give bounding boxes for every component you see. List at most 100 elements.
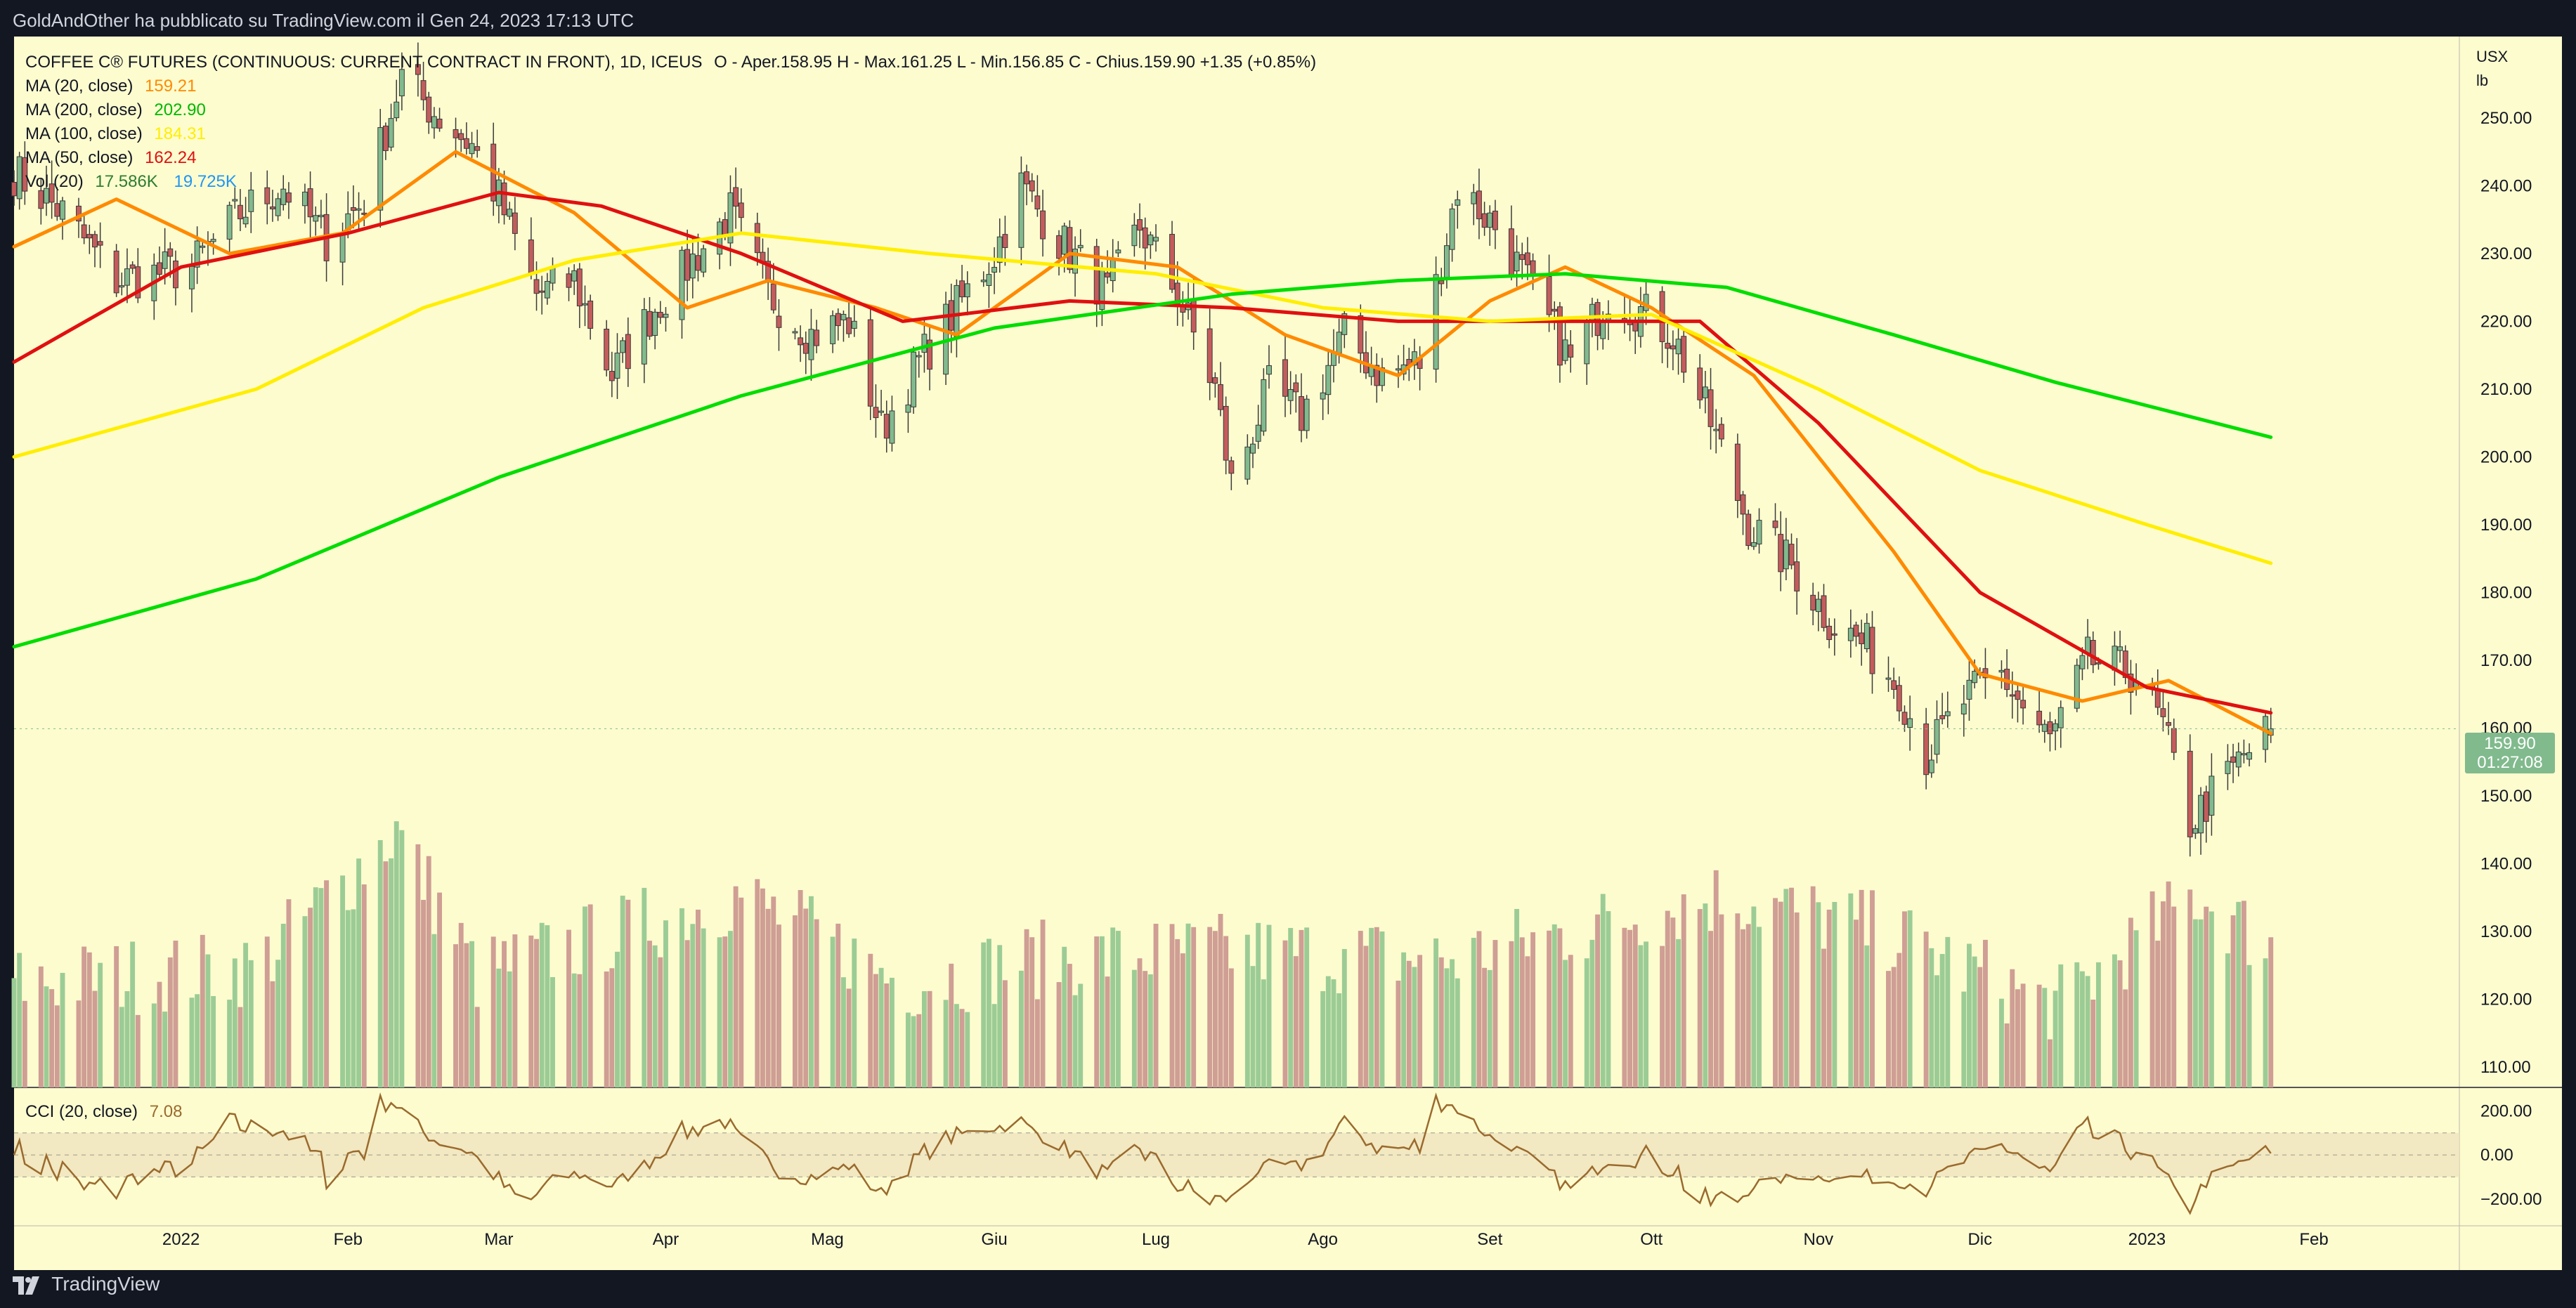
candle-body (1034, 195, 1041, 210)
volume-bar (771, 896, 776, 1087)
cci-legend[interactable]: CCI (20, close) 7.08 (25, 1102, 182, 1122)
candle-body (1859, 632, 1865, 644)
candle-body (2128, 673, 2134, 693)
candle-body (1821, 595, 1827, 628)
candle-body (776, 315, 782, 328)
legend-vol-row[interactable]: Vol (20) 17.586K 19.725K (25, 170, 1316, 194)
price-tick-label: 140.00 (2480, 854, 2532, 873)
candle-body (754, 223, 760, 254)
volume-bar (1934, 975, 1939, 1087)
volume-bar (1476, 931, 1482, 1087)
volume-bar (1024, 929, 1029, 1087)
volume-bar (1379, 931, 1385, 1087)
chart-legend: COFFEE C® FUTURES (CONTINUOUS: CURRENT C… (25, 51, 1316, 194)
candle-body (242, 216, 249, 225)
volume-bar (852, 939, 857, 1087)
candle-body (846, 317, 852, 334)
volume-bar (2053, 990, 2058, 1087)
candle-body (528, 239, 534, 275)
volume-bar (1514, 908, 1520, 1087)
volume-bar (361, 884, 367, 1087)
candle-body (1218, 384, 1223, 410)
volume-bar (609, 968, 615, 1087)
candle-body (1562, 339, 1568, 361)
volume-bar (1417, 955, 1423, 1087)
volume-bar (1482, 967, 1488, 1087)
volume-bar (426, 856, 431, 1087)
candle-body (1740, 494, 1746, 515)
candle-body (11, 182, 17, 197)
candle-body (539, 290, 545, 293)
volume-bar (162, 1012, 168, 1087)
tradingview-brand[interactable]: TradingView (13, 1273, 160, 1295)
candle-body (474, 146, 481, 151)
volume-bar (927, 990, 932, 1087)
volume-bar (248, 960, 254, 1087)
legend-ma200-row[interactable]: MA (200, close) 202.90 (25, 98, 1316, 122)
volume-bar (458, 922, 464, 1087)
time-tick-label: Dic (1967, 1230, 1992, 1249)
price-tick-label: 150.00 (2480, 787, 2532, 806)
candle-body (507, 209, 513, 217)
volume-bar (1864, 945, 1870, 1087)
volume-bar (1288, 928, 1294, 1087)
volume-bar (22, 1000, 27, 1087)
candle-body (1067, 227, 1073, 270)
volume-bar (1455, 978, 1460, 1087)
volume-bar (437, 892, 442, 1087)
volume-bar (1072, 995, 1078, 1087)
legend-ma20-row[interactable]: MA (20, close) 159.21 (25, 74, 1316, 98)
candle-body (878, 410, 885, 413)
volume-bar (1530, 932, 1536, 1087)
volume-bar (1256, 922, 1261, 1087)
volume-bar (1266, 924, 1272, 1087)
volume-bar (717, 937, 722, 1087)
volume-bar (1207, 927, 1213, 1087)
candle-body (911, 351, 917, 407)
volume-bar (1757, 927, 1762, 1087)
volume-bar (421, 900, 427, 1087)
volume-bar (835, 923, 841, 1087)
candle-body (2090, 640, 2096, 665)
candle-body (237, 204, 243, 220)
candle-body (576, 268, 583, 307)
candle-body (2053, 723, 2059, 732)
time-tick-label: 2023 (2128, 1230, 2166, 1249)
legend-ma100-row[interactable]: MA (100, close) 184.31 (25, 122, 1316, 146)
volume-bar (1228, 968, 1234, 1087)
candle-body (1029, 180, 1035, 192)
candle-body (1750, 542, 1757, 547)
candle-body (614, 353, 620, 379)
volume-bar (1751, 906, 1757, 1087)
candle-body (733, 187, 739, 207)
volume-bar (1713, 870, 1719, 1087)
candle-body (2079, 655, 2086, 669)
volume-bar (17, 953, 22, 1087)
cci-tick-label: −200.00 (2480, 1190, 2542, 1209)
candle-body (571, 270, 578, 282)
candle-body (916, 355, 922, 358)
volume-bar (1299, 929, 1304, 1087)
legend-title: COFFEE C® FUTURES (CONTINUOUS: CURRENT C… (25, 53, 703, 72)
volume-bar (512, 934, 518, 1087)
legend-ma50-row[interactable]: MA (50, close) 162.24 (25, 146, 1316, 170)
legend-vol-value: 17.586K (95, 172, 158, 191)
volume-bar (308, 908, 313, 1087)
volume-bar (684, 940, 690, 1087)
candle-body (1379, 367, 1385, 386)
volume-bar (130, 941, 136, 1087)
volume-bar (280, 924, 286, 1087)
candle-body (2209, 776, 2215, 816)
volume-bar (873, 974, 878, 1087)
candle-body (1002, 234, 1008, 248)
volume-bar (1180, 953, 1185, 1087)
bar-countdown: 01:27:08 (2477, 753, 2543, 772)
candle-body (194, 240, 200, 268)
volume-bar (658, 957, 663, 1087)
volume-bar (615, 951, 620, 1087)
candle-body (2154, 689, 2161, 708)
volume-bar (2263, 958, 2268, 1087)
volume-bar (1681, 894, 1686, 1087)
volume-bar (1789, 887, 1794, 1087)
